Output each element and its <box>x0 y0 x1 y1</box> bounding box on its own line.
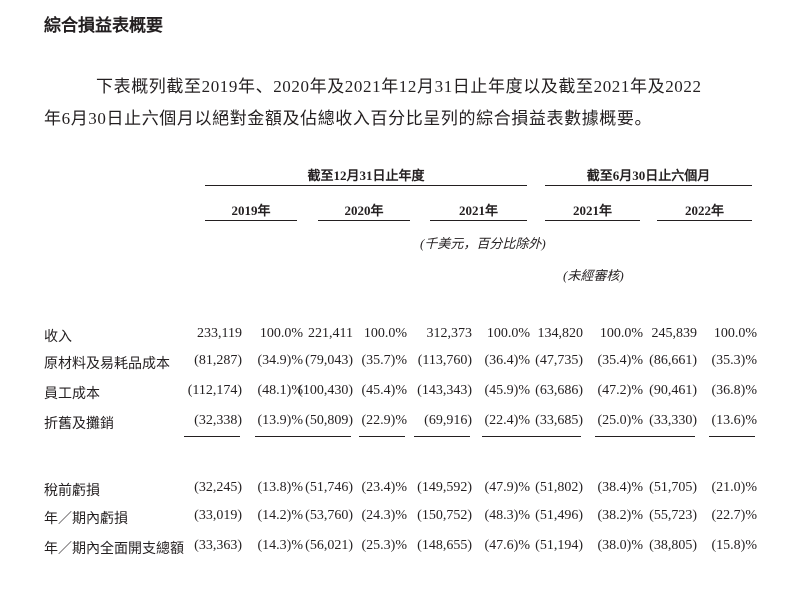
amount-cell: (51,802) <box>535 480 583 495</box>
amount-cell: (32,338) <box>194 413 242 428</box>
intro-line-2: 年6月30日止六個月以絕對金額及佔總收入百分比呈列的綜合損益表數據概要。 <box>44 109 653 128</box>
percent-cell: (23.4)% <box>361 480 408 495</box>
unaudited-note: (未經審核) <box>563 268 624 283</box>
amount-cell: (112,174) <box>187 383 242 398</box>
amount-cell: 245,839 <box>651 326 698 341</box>
percent-cell: (47.9)% <box>484 480 531 495</box>
amount-cell: (38,805) <box>649 538 697 553</box>
row-label: 年／期內虧損 <box>44 512 128 527</box>
percent-cell: (35.7)% <box>361 353 408 368</box>
amount-cell: (51,746) <box>305 480 353 495</box>
row-label: 折舊及攤銷 <box>44 417 114 432</box>
amount-cell: 221,411 <box>308 326 353 341</box>
percent-cell: (45.9)% <box>484 383 531 398</box>
percent-cell: (38.4)% <box>597 480 644 495</box>
year-header: 2019年 <box>231 203 271 218</box>
percent-cell: (48.1)% <box>257 383 304 398</box>
amount-cell: (32,245) <box>194 480 242 495</box>
amount-cell: (51,705) <box>649 480 697 495</box>
percent-cell: (36.4)% <box>484 353 531 368</box>
amount-cell: (33,685) <box>535 413 583 428</box>
amount-cell: (69,916) <box>424 413 472 428</box>
amount-cell: (81,287) <box>194 353 242 368</box>
percent-cell: (38.0)% <box>597 538 644 553</box>
percent-cell: (47.6)% <box>484 538 531 553</box>
percent-cell: (35.3)% <box>711 353 758 368</box>
amount-cell: (33,363) <box>194 538 242 553</box>
amount-cell: (79,043) <box>305 353 353 368</box>
amount-cell: (51,194) <box>535 538 583 553</box>
year-header: 2021年 <box>458 203 498 218</box>
group-header-year: 截至12月31日止年度 <box>307 168 425 183</box>
year-header: 2021年 <box>572 203 612 218</box>
year-header: 2022年 <box>684 203 724 218</box>
percent-cell: (15.8)% <box>711 538 758 553</box>
amount-cell: (149,592) <box>417 480 472 495</box>
percent-cell: (45.4)% <box>361 383 408 398</box>
amount-cell: (47,735) <box>535 353 583 368</box>
amount-cell: (55,723) <box>649 508 697 523</box>
amount-cell: (100,430) <box>298 383 353 398</box>
amount-cell: 233,119 <box>197 326 242 341</box>
percent-cell: (34.9)% <box>257 353 304 368</box>
percent-cell: (14.3)% <box>257 538 304 553</box>
amount-cell: (53,760) <box>305 508 353 523</box>
percent-cell: (36.8)% <box>711 383 758 398</box>
amount-cell: (51,496) <box>535 508 583 523</box>
percent-cell: 100.0% <box>713 326 757 341</box>
percent-cell: (22.4)% <box>484 413 531 428</box>
percent-cell: (47.2)% <box>597 383 644 398</box>
section-title: 綜合損益表概要 <box>44 16 163 36</box>
amount-cell: (50,809) <box>305 413 353 428</box>
percent-cell: 100.0% <box>259 326 303 341</box>
percent-cell: (22.9)% <box>361 413 408 428</box>
amount-cell: (148,655) <box>417 538 472 553</box>
percent-cell: (38.2)% <box>597 508 644 523</box>
amount-cell: (33,019) <box>194 508 242 523</box>
percent-cell: (35.4)% <box>597 353 644 368</box>
percent-cell: (13.9)% <box>257 413 304 428</box>
percent-cell: (21.0)% <box>711 480 758 495</box>
group-header-halfyear: 截至6月30日止六個月 <box>586 168 711 183</box>
percent-cell: (25.3)% <box>361 538 408 553</box>
amount-cell: (86,661) <box>649 353 697 368</box>
percent-cell: 100.0% <box>363 326 407 341</box>
percent-cell: (48.3)% <box>484 508 531 523</box>
amount-cell: (90,461) <box>649 383 697 398</box>
intro-line-1: 下表概列截至2019年、2020年及2021年12月31日止年度以及截至2021… <box>96 77 702 96</box>
row-label: 年／期內全面開支總額 <box>44 542 184 557</box>
unit-note: (千美元，百分比除外) <box>420 236 546 251</box>
amount-cell: 312,373 <box>426 326 473 341</box>
percent-cell: (22.7)% <box>711 508 758 523</box>
amount-cell: (56,021) <box>305 538 353 553</box>
percent-cell: (14.2)% <box>257 508 304 523</box>
row-label: 收入 <box>44 330 72 345</box>
amount-cell: (150,752) <box>417 508 472 523</box>
percent-cell: (13.8)% <box>257 480 304 495</box>
year-header: 2020年 <box>344 203 384 218</box>
percent-cell: 100.0% <box>599 326 643 341</box>
row-label: 員工成本 <box>44 387 100 402</box>
percent-cell: (24.3)% <box>361 508 408 523</box>
row-label: 原材料及易耗品成本 <box>44 357 170 372</box>
amount-cell: (33,330) <box>649 413 697 428</box>
amount-cell: (113,760) <box>417 353 472 368</box>
amount-cell: 134,820 <box>537 326 584 341</box>
amount-cell: (143,343) <box>417 383 472 398</box>
percent-cell: 100.0% <box>486 326 530 341</box>
percent-cell: (25.0)% <box>597 413 644 428</box>
amount-cell: (63,686) <box>535 383 583 398</box>
row-label: 稅前虧損 <box>44 484 100 499</box>
percent-cell: (13.6)% <box>711 413 758 428</box>
